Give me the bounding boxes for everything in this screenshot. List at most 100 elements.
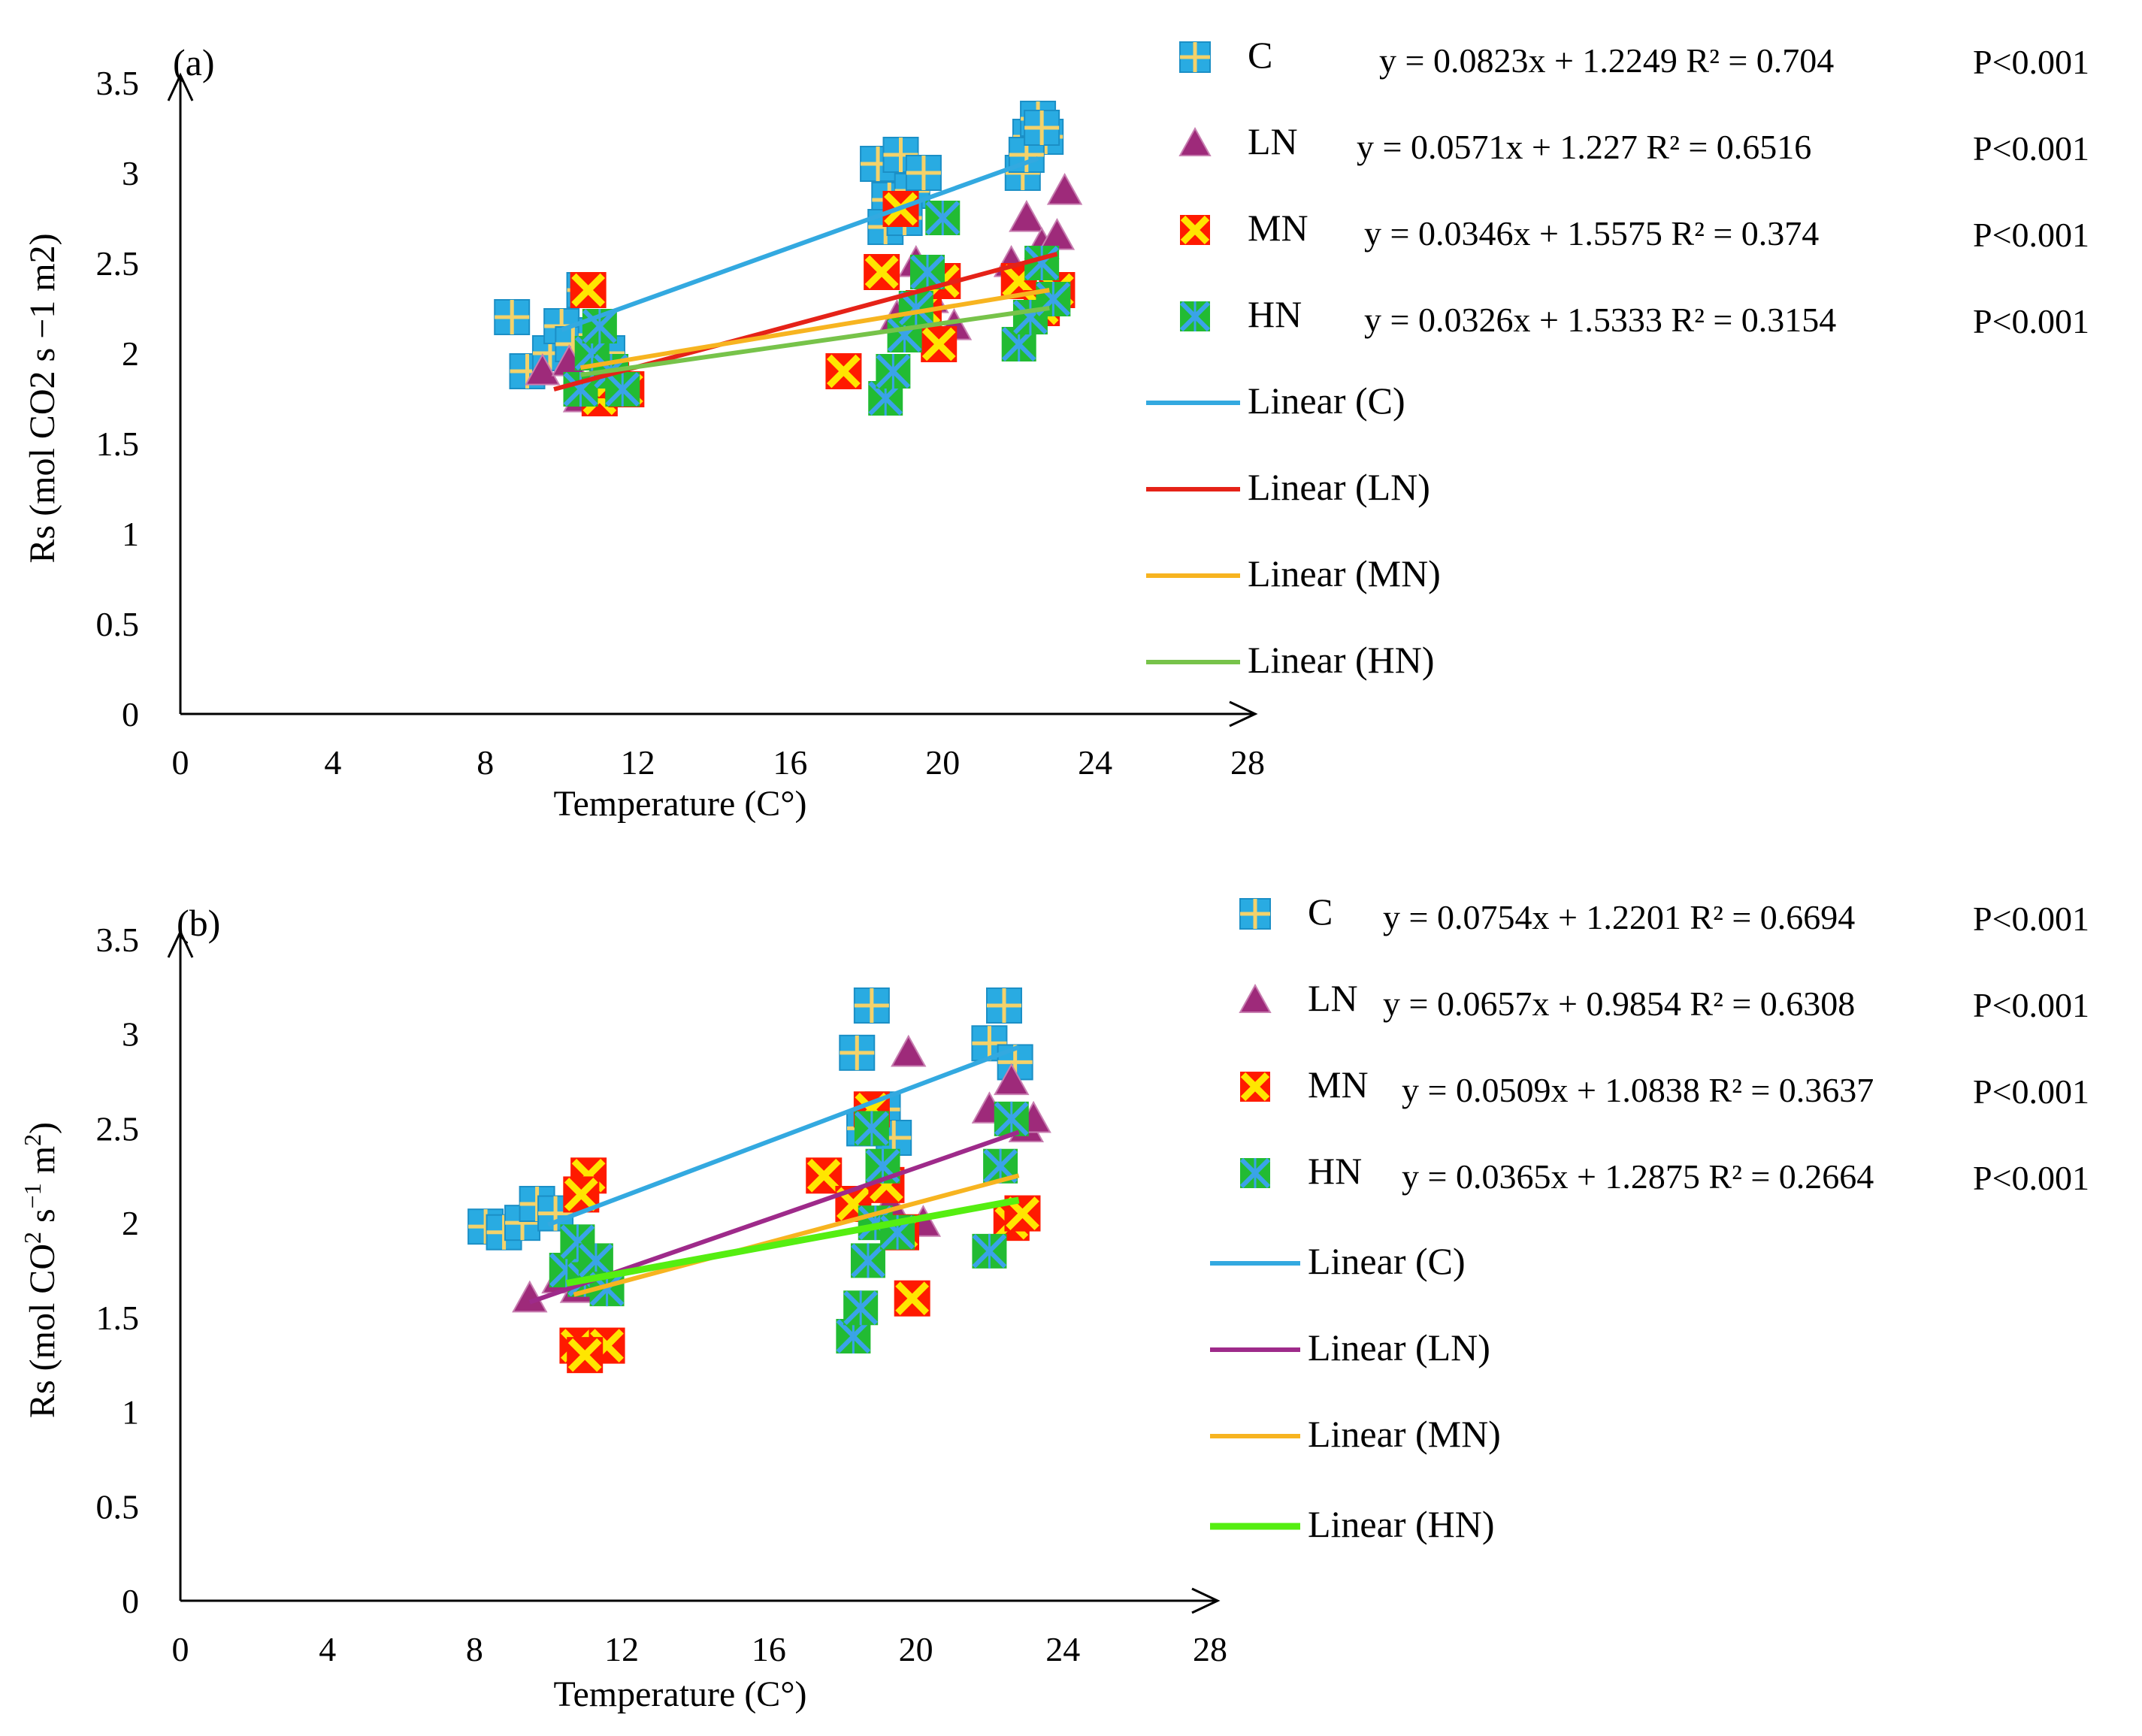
legend-marker-MN [1240,1072,1270,1102]
point-C [839,1034,876,1071]
legend-marker-LN [1239,983,1272,1013]
y-tick-label: 0 [122,1582,139,1620]
y-tick-label: 1 [122,515,139,553]
x-axis-label: Temperature (C°) [553,1674,806,1714]
x-tick-label: 8 [466,1630,483,1668]
y-tick-label: 2.5 [96,244,140,283]
legend-fit-name: Linear (HN) [1248,639,1435,681]
y-axis-label-part: s [23,1208,62,1232]
series-HN [563,201,1071,416]
legend-series-name: C [1308,891,1333,933]
x-tick-label: 4 [319,1630,336,1668]
fit-line-Linear (HN) [565,1196,1020,1287]
point-MN [864,254,900,290]
regression-equation: y = 0.0657x + 0.9854 R² = 0.6308 [1383,984,1855,1023]
y-tick-label: 3.5 [96,921,140,959]
legend-fit-name: Linear (MN) [1308,1413,1501,1455]
point-HN [972,1233,1007,1269]
point-HN [994,1101,1029,1136]
legend-series-name: MN [1308,1063,1369,1105]
chart-panel-b: 0 4 8 12 16 20 24 28 0 0.5 1 1.5 2 2.5 3 3.5 (b) Temperat… [19,891,2089,1714]
point-LN [525,352,561,386]
x-tick-label: 8 [477,743,494,782]
x-tick-label: 24 [1045,1630,1080,1668]
legend-fit-name: Linear (C) [1308,1240,1466,1282]
point-HN [850,1243,885,1278]
legend-fit-name: Linear (C) [1248,380,1405,422]
y-axis-label-part: m [23,1146,62,1183]
point-C [1024,110,1060,146]
x-tick-label: 16 [752,1630,786,1668]
y-tick-label: 1.5 [96,1299,140,1337]
point-HN [605,372,640,407]
y-tick-label: 0 [122,695,139,733]
regression-equation: y = 0.0326x + 1.5333 R² = 0.3154 [1364,301,1836,339]
legend-series-name: LN [1308,977,1358,1019]
y-axis-label: Rs (mol CO2​ s−1​ m2​) [19,1122,62,1418]
point-HN [843,1290,879,1326]
x-tick-label: 12 [621,743,655,782]
point-MN [570,272,607,308]
legend-marker-C [1239,898,1271,930]
x-tick-label: 4 [324,743,341,782]
point-HN [578,1243,613,1278]
point-HN [925,201,961,235]
p-value: P<0.001 [1973,900,2089,938]
point-LN [512,1280,548,1313]
panel-label: (b) [177,902,220,944]
point-MN [567,1337,604,1374]
x-tick-label: 28 [1193,1630,1227,1668]
p-value: P<0.001 [1973,986,2089,1024]
y-tick-label: 0.5 [96,1487,140,1526]
point-C [986,987,1022,1024]
point-LN [994,1063,1030,1096]
point-LN [891,1034,927,1067]
point-MN [894,1280,930,1317]
y-tick-label: 2 [122,334,139,373]
fit-line-Linear (C) [547,1045,1020,1227]
x-tick-label: 24 [1078,743,1112,782]
fit-line-Linear (HN) [580,306,1050,377]
legend-marker-HN [1179,301,1211,332]
point-HN [876,354,911,389]
point-MN [825,353,862,389]
regression-equation: y = 0.0346x + 1.5575 R² = 0.374 [1364,214,1819,253]
fit-line-Linear (MN) [580,288,1050,370]
legend-marker-MN [1180,215,1210,245]
y-tick-label: 3 [122,1015,139,1054]
p-value: P<0.001 [1973,129,2089,168]
legend-fit-name: Linear (HN) [1308,1503,1495,1545]
y-tick-label: 1 [122,1393,139,1432]
p-value: P<0.001 [1973,1159,2089,1197]
x-tick-label: 0 [172,1630,189,1668]
y-tick-label: 3.5 [96,64,140,102]
y-tick-label: 0.5 [96,605,140,643]
x-tick-label: 12 [604,1630,639,1668]
legend-series-name: HN [1248,293,1302,335]
fit-line-Linear (MN) [573,1173,1020,1297]
y-axis-label-part: ) [23,1122,62,1134]
y-axis-label-part: Rs (mol CO [23,1244,62,1418]
y-tick-label: 2 [122,1204,139,1242]
legend-marker-HN [1239,1157,1271,1189]
y-tick-label: 1.5 [96,425,140,463]
x-tick-label: 0 [172,743,189,782]
p-value: P<0.001 [1973,216,2089,254]
legend-series-name: HN [1308,1150,1362,1192]
point-MN [921,326,958,362]
p-value: P<0.001 [1973,302,2089,340]
legend-fit-name: Linear (MN) [1248,552,1441,594]
series-MN [570,191,1076,416]
x-tick-label: 20 [925,743,960,782]
y-axis-label-part: −1 [19,1183,46,1208]
regression-equation: y = 0.0823x + 1.2249 R² = 0.704 [1379,41,1834,80]
y-axis-label: Rs (mol CO2 s −1 m2) [23,233,62,563]
regression-equation: y = 0.0509x + 1.0838 R² = 0.3637 [1402,1071,1874,1109]
point-MN [806,1157,843,1194]
point-C [853,987,890,1024]
point-C [494,299,531,335]
x-axis-label: Temperature (C°) [553,784,806,824]
x-tick-label: 20 [899,1630,933,1668]
legend-fit-name: Linear (LN) [1248,466,1430,508]
